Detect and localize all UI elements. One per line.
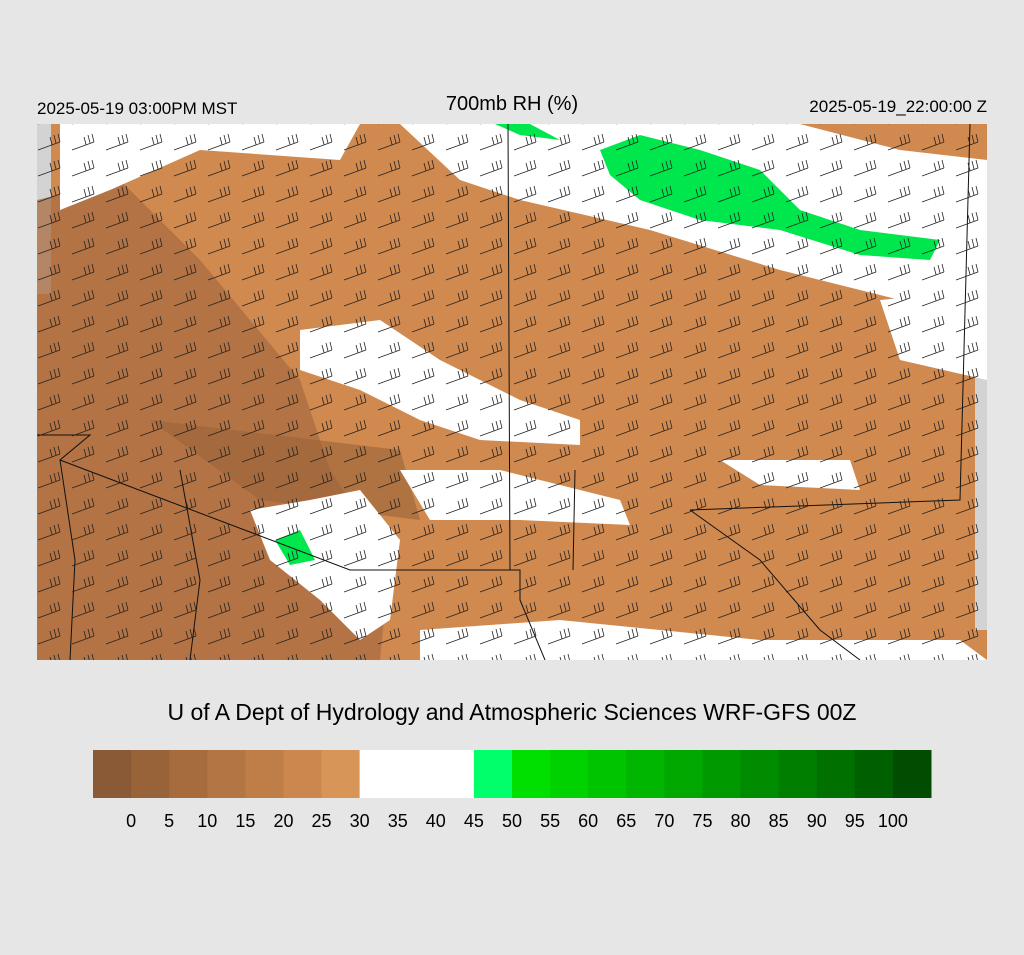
valid-utc: 2025-05-19_22:00:00 Z bbox=[809, 97, 987, 116]
colorbar-label: 80 bbox=[731, 811, 751, 831]
colorbar-swatch bbox=[740, 750, 780, 798]
colorbar-label: 50 bbox=[502, 811, 522, 831]
colorbar-swatch bbox=[702, 750, 742, 798]
colorbar-label: 45 bbox=[464, 811, 484, 831]
colorbar-label: 25 bbox=[312, 811, 332, 831]
colorbar-swatch bbox=[778, 750, 818, 798]
colorbar-swatch bbox=[473, 750, 513, 798]
colorbar-swatch bbox=[283, 750, 323, 798]
colorbar-swatch bbox=[512, 750, 551, 798]
colorbar-label: 95 bbox=[845, 811, 865, 831]
colorbar-swatch bbox=[397, 750, 437, 798]
colorbar-swatch bbox=[816, 750, 856, 798]
colorbar-label: 35 bbox=[388, 811, 408, 831]
colorbar-label: 0 bbox=[126, 811, 136, 831]
colorbar-label: 15 bbox=[235, 811, 255, 831]
colorbar-swatch bbox=[664, 750, 703, 798]
colorbar: 0 5 10 15 20 25 30 35 40 45 50 55 60 65 70 75 80 85 90 95 10… bbox=[93, 750, 932, 831]
colorbar-swatch bbox=[207, 750, 246, 798]
colorbar-label: 70 bbox=[654, 811, 674, 831]
colorbar-swatch bbox=[435, 750, 475, 798]
colorbar-swatch bbox=[359, 750, 399, 798]
colorbar-label: 85 bbox=[769, 811, 789, 831]
colorbar-label: 5 bbox=[164, 811, 174, 831]
colorbar-label: 20 bbox=[273, 811, 293, 831]
colorbar-label: 40 bbox=[426, 811, 446, 831]
colorbar-swatch bbox=[892, 750, 932, 798]
colorbar-swatch bbox=[131, 750, 170, 798]
map-title: 700mb RH (%) bbox=[446, 93, 578, 115]
colorbar-label: 30 bbox=[350, 811, 370, 831]
colorbar-swatch bbox=[588, 750, 627, 798]
valid-local: 2025-05-19 03:00PM MST bbox=[37, 99, 237, 118]
colorbar-label: 60 bbox=[578, 811, 598, 831]
colorbar-swatch bbox=[169, 750, 208, 798]
colorbar-label: 55 bbox=[540, 811, 560, 831]
map bbox=[37, 124, 987, 660]
colorbar-label: 75 bbox=[692, 811, 712, 831]
credit: U of A Dept of Hydrology and Atmospheric… bbox=[167, 699, 856, 725]
colorbar-swatch bbox=[93, 750, 132, 798]
colorbar-label: 100 bbox=[878, 811, 908, 831]
colorbar-label: 10 bbox=[197, 811, 217, 831]
colorbar-swatch bbox=[626, 750, 665, 798]
colorbar-swatch bbox=[321, 750, 361, 798]
colorbar-swatch bbox=[854, 750, 894, 798]
colorbar-label: 90 bbox=[807, 811, 827, 831]
colorbar-swatch bbox=[550, 750, 589, 798]
colorbar-swatch bbox=[245, 750, 284, 798]
colorbar-label: 65 bbox=[616, 811, 636, 831]
